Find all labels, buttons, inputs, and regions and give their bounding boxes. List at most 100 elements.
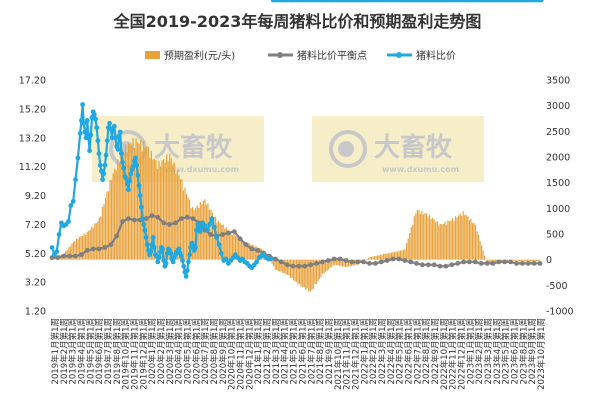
- x-tick-label: 2019年2月第1周: [59, 318, 70, 384]
- y-right-tick-label: 1500: [546, 178, 570, 189]
- breakeven-point: [149, 213, 155, 219]
- profit-bar: [156, 168, 159, 260]
- breakeven-point: [472, 259, 478, 265]
- x-tick-label: 2020年8月第1周: [209, 318, 220, 384]
- y-right-tick-label: 2500: [546, 127, 570, 138]
- profit-bar: [111, 180, 113, 260]
- profit-bar: [224, 228, 226, 260]
- profit-bar: [514, 259, 516, 261]
- profit-bar: [286, 259, 289, 276]
- x-tick-label: 2022年3月第1周: [377, 318, 388, 384]
- profit-bar: [271, 259, 273, 265]
- profit-bar: [370, 256, 373, 260]
- ratio-point: [130, 164, 136, 170]
- profit-bar: [523, 259, 525, 262]
- profit-bar: [433, 219, 435, 260]
- breakeven-point: [296, 263, 302, 269]
- ratio-point: [134, 162, 140, 168]
- x-tick-label: 2022年9月第1周: [430, 318, 441, 384]
- ratio-point: [125, 187, 131, 193]
- profit-bar: [516, 259, 518, 261]
- profit-bar: [320, 259, 322, 278]
- breakeven-point: [237, 236, 243, 242]
- profit-bar: [127, 142, 130, 260]
- profit-bar: [459, 213, 461, 260]
- x-tick-label: 2019年7月第1周: [103, 318, 114, 384]
- breakeven-point: [461, 259, 466, 265]
- y-left-tick-label: 13.20: [19, 133, 46, 144]
- profit-bar: [407, 238, 409, 260]
- legend-ratio-marker: [396, 52, 402, 58]
- profit-bar: [412, 224, 414, 260]
- profit-bar: [435, 222, 437, 260]
- breakeven-point: [96, 246, 102, 252]
- profit-bar: [384, 253, 386, 260]
- profit-bar: [124, 144, 126, 260]
- ratio-point: [75, 155, 81, 161]
- profit-bar: [222, 224, 224, 260]
- profit-bar: [146, 146, 148, 260]
- breakeven-point: [178, 216, 184, 222]
- ratio-point: [73, 177, 78, 183]
- profit-bar: [335, 259, 337, 266]
- ratio-point: [80, 102, 85, 107]
- x-tick-label: 2021年3月第1周: [271, 318, 282, 384]
- profit-bar: [80, 236, 82, 260]
- x-tick-label: 2021年11月第1周: [342, 318, 353, 390]
- x-tick-label: 2019年11月第1周: [130, 318, 141, 390]
- breakeven-point: [161, 220, 167, 226]
- y-right-tick-label: 2000: [546, 153, 570, 164]
- profit-bar: [369, 257, 371, 260]
- profit-bar: [462, 211, 464, 260]
- x-tick-label: 2021年5月第1周: [289, 318, 300, 384]
- profit-bar: [94, 223, 96, 260]
- y-right-tick-label: -1000: [546, 307, 574, 318]
- ratio-point: [223, 256, 229, 262]
- profit-bar: [484, 255, 486, 260]
- profit-bar: [490, 259, 492, 264]
- profit-bar: [89, 229, 91, 260]
- profit-bar: [464, 215, 466, 260]
- ratio-point: [88, 132, 94, 138]
- profit-bar: [380, 254, 382, 260]
- breakeven-point: [337, 256, 343, 262]
- profit-bar: [513, 259, 515, 261]
- profit-bar: [424, 213, 426, 260]
- profit-bar: [447, 220, 449, 260]
- profit-bar: [386, 253, 388, 260]
- x-tick-label: 2022年1月第1周: [359, 318, 370, 384]
- profit-bar: [416, 210, 418, 260]
- breakeven-point: [84, 248, 90, 253]
- profit-bar: [234, 236, 237, 260]
- breakeven-point: [290, 263, 296, 269]
- x-tick-label: 2021年8月第1周: [315, 318, 326, 384]
- profit-bar: [482, 250, 484, 260]
- profit-bar: [413, 216, 415, 260]
- x-tick-label: 2021年10月第1周: [333, 318, 344, 390]
- profit-bar: [75, 238, 78, 260]
- ratio-point: [176, 246, 182, 252]
- profit-bar: [114, 168, 116, 260]
- profit-bar: [144, 146, 146, 260]
- x-tick-label: 2021年4月第1周: [280, 318, 291, 384]
- breakeven-point: [167, 222, 173, 227]
- breakeven-point: [143, 216, 149, 222]
- breakeven-point: [314, 261, 319, 266]
- y-right-tick-label: 3000: [546, 101, 570, 112]
- profit-bar: [383, 254, 385, 260]
- breakeven-point: [249, 246, 255, 252]
- breakeven-point: [173, 220, 178, 226]
- profit-bar: [97, 221, 99, 260]
- profit-bar: [72, 242, 75, 260]
- ratio-point: [49, 245, 55, 250]
- breakeven-point: [437, 263, 443, 269]
- ratio-point: [54, 249, 60, 255]
- profit-bar: [396, 251, 399, 260]
- profit-bar: [436, 221, 438, 260]
- ratio-point: [101, 171, 107, 177]
- watermark: 大畜牧 www.dxumu.com: [312, 116, 484, 182]
- breakeven-point: [455, 261, 461, 266]
- x-tick-label: 2020年4月第1周: [174, 318, 185, 384]
- profit-bar: [477, 234, 480, 260]
- profit-bar: [257, 248, 259, 260]
